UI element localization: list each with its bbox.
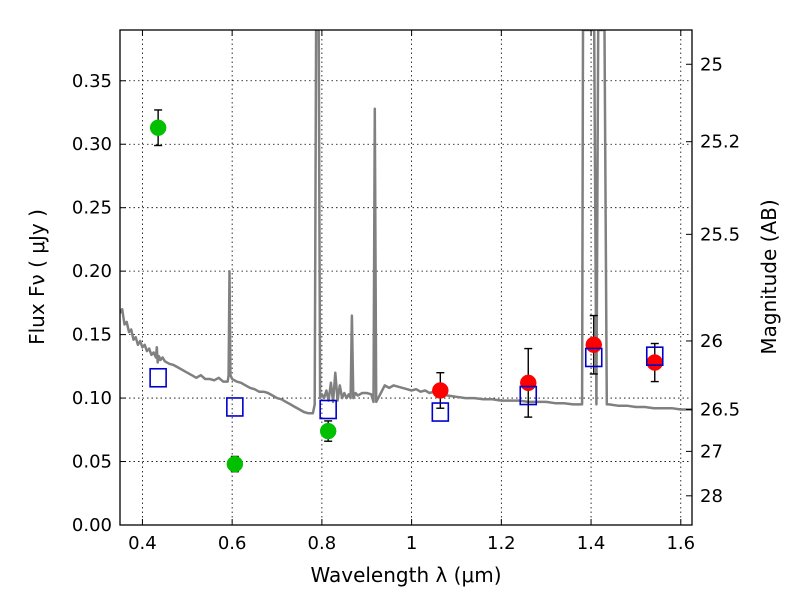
square-marker — [319, 399, 337, 420]
square-marker — [226, 397, 244, 417]
x-tick-label: 1.6 — [666, 533, 695, 554]
model-spectrum-line — [120, 30, 692, 415]
y-tick-label: 0.10 — [72, 388, 112, 409]
x-tick-label: 1 — [406, 533, 417, 554]
data-markers — [149, 109, 664, 473]
x-tick-label: 0.4 — [128, 533, 157, 554]
square-marker — [645, 346, 664, 366]
green-point — [149, 119, 167, 136]
model-spectrum — [120, 30, 692, 415]
right-tick-label: 26 — [700, 331, 723, 352]
y-tick-label: 0.00 — [72, 515, 112, 536]
right-tick-label: 26.5 — [700, 400, 740, 421]
x-tick-label: 1.2 — [487, 533, 516, 554]
right-tick-label: 28 — [700, 486, 723, 507]
right-tick-label: 25.5 — [700, 224, 740, 245]
right-tick-label: 25.2 — [700, 132, 740, 153]
red-point — [520, 374, 537, 392]
y-tick-label: 0.30 — [72, 134, 112, 155]
red-point — [585, 336, 603, 354]
square-marker — [149, 367, 167, 388]
green-point — [319, 422, 337, 440]
y-tick-label: 0.15 — [72, 325, 112, 346]
y-tick-label: 0.20 — [72, 261, 112, 282]
right-tick-label: 27 — [700, 441, 723, 462]
x-tick-label: 0.6 — [218, 533, 247, 554]
green-point — [226, 455, 244, 473]
red-point — [432, 382, 449, 399]
y-tick-label: 0.35 — [72, 71, 112, 92]
x-axis-title: Wavelength λ (μm) — [310, 563, 501, 587]
red-point — [646, 354, 664, 371]
plot-frame — [119, 29, 693, 526]
square-marker — [584, 347, 603, 368]
x-tick-label: 0.8 — [308, 533, 337, 554]
axis-ticks: 0.4 0.6 0.8 1 1.2 1.4 1.6 0.00 0.05 0.10 0.15 0.20 0… — [72, 30, 740, 554]
right-tick-label: 25 — [700, 54, 723, 75]
x-tick-label: 1.4 — [577, 533, 606, 554]
y-tick-label: 0.05 — [72, 452, 112, 473]
right-axis-title: Magnitude (AB) — [757, 199, 781, 354]
square-marker — [519, 385, 538, 406]
y-tick-label: 0.25 — [72, 198, 112, 219]
y-axis-title: Flux Fν ( μJy ) — [25, 209, 49, 345]
square-marker — [431, 402, 450, 422]
grid — [120, 30, 692, 526]
